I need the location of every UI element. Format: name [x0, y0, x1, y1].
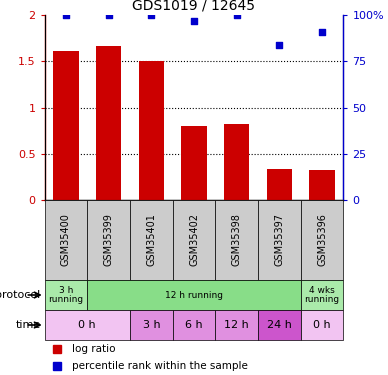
Text: 3 h: 3 h: [142, 320, 160, 330]
Bar: [139, 61, 164, 200]
Bar: [258, 200, 301, 280]
Text: 4 wks
running: 4 wks running: [305, 286, 340, 304]
Bar: [181, 126, 207, 200]
Point: [106, 12, 112, 18]
Bar: [215, 310, 258, 340]
Title: GDS1019 / 12645: GDS1019 / 12645: [132, 0, 256, 12]
Text: GSM35402: GSM35402: [189, 213, 199, 267]
Text: log ratio: log ratio: [71, 344, 115, 354]
Bar: [53, 51, 79, 200]
Text: GSM35399: GSM35399: [104, 214, 114, 266]
Bar: [267, 168, 292, 200]
Bar: [45, 310, 130, 340]
Bar: [301, 200, 343, 280]
Bar: [215, 200, 258, 280]
Text: 24 h: 24 h: [267, 320, 292, 330]
Bar: [224, 124, 249, 200]
Text: GSM35398: GSM35398: [232, 214, 242, 266]
Bar: [309, 170, 335, 200]
Bar: [87, 280, 301, 310]
Text: GSM35396: GSM35396: [317, 214, 327, 266]
Point: [276, 42, 282, 48]
Text: 0 h: 0 h: [313, 320, 331, 330]
Bar: [301, 310, 343, 340]
Text: 6 h: 6 h: [185, 320, 203, 330]
Text: GSM35401: GSM35401: [146, 214, 156, 266]
Bar: [45, 200, 87, 280]
Bar: [258, 310, 301, 340]
Bar: [87, 200, 130, 280]
Text: percentile rank within the sample: percentile rank within the sample: [71, 361, 248, 371]
Text: GSM35397: GSM35397: [274, 213, 284, 267]
Text: 12 h running: 12 h running: [165, 291, 223, 300]
Bar: [173, 200, 215, 280]
Bar: [173, 310, 215, 340]
Text: 0 h: 0 h: [78, 320, 96, 330]
Point: [234, 12, 240, 18]
Bar: [96, 46, 121, 200]
Bar: [130, 310, 173, 340]
Text: protocol: protocol: [0, 290, 41, 300]
Text: time: time: [16, 320, 41, 330]
Text: 12 h: 12 h: [224, 320, 249, 330]
Bar: [130, 200, 173, 280]
Point: [148, 12, 154, 18]
Text: GSM35400: GSM35400: [61, 214, 71, 266]
Point: [191, 18, 197, 24]
Point: [63, 12, 69, 18]
Point: [319, 28, 325, 34]
Bar: [301, 280, 343, 310]
Bar: [45, 280, 87, 310]
Text: 3 h
running: 3 h running: [48, 286, 83, 304]
